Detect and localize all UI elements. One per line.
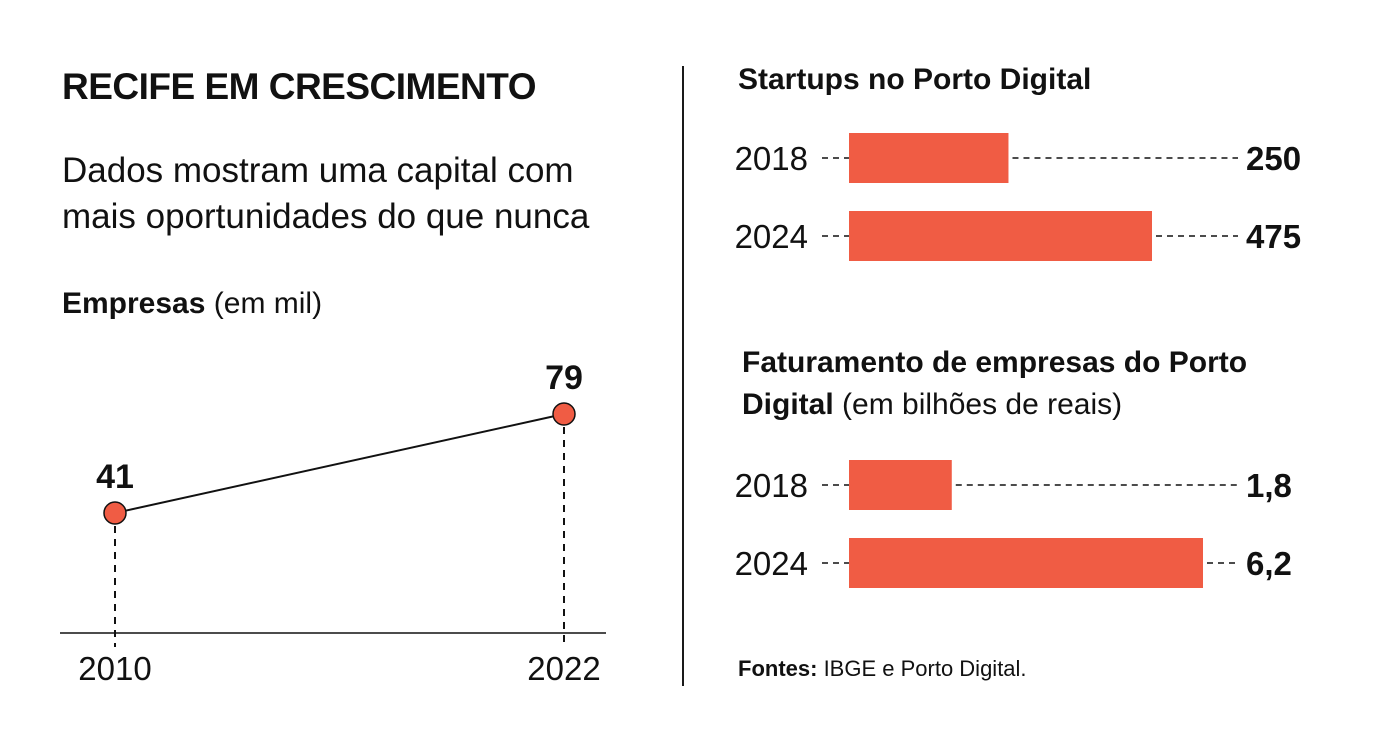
startups-category-label: 2018 [735,140,808,177]
faturamento-category-label: 2018 [735,467,808,504]
faturamento-value-label: 6,2 [1246,545,1292,582]
subtitle-line-1: Dados mostram uma capital com [62,151,574,190]
startups-bar [849,133,1009,183]
startups-category-label: 2024 [735,218,808,255]
sources-note: Fontes: IBGE e Porto Digital. [738,656,1027,682]
startups-value-label: 250 [1246,140,1301,177]
faturamento-chart-title: Faturamento de empresas do Porto Digital [742,346,1248,421]
faturamento-value-label: 1,8 [1246,467,1292,504]
column-divider [682,66,684,686]
faturamento-category-label: 2024 [735,545,808,582]
empresas-point [552,402,576,426]
startups-value-label: 475 [1246,218,1301,255]
faturamento-bar [849,460,952,510]
empresas-data-label: 41 [96,458,134,496]
startups-bar [849,211,1152,261]
faturamento-bar [849,538,1203,588]
empresas-chart-title: Empresas [62,287,206,320]
empresas-point [103,501,127,525]
sources-text: IBGE e Porto Digital. [817,656,1027,681]
empresas-chart-unit: (em mil) [213,287,323,320]
empresas-x-tick: 2010 [78,650,151,687]
empresas-chart-label: Empresas (em mil) [62,286,322,322]
empresas-series-line [114,413,565,514]
subtitle-line-2: mais oportunidades do que nunca [62,197,590,236]
startups-chart-title: Startups no Porto Digital [738,63,1092,96]
page-subtitle: Dados mostram uma capital com mais oport… [62,148,662,240]
faturamento-chart-unit: (em bilhões de reais) [842,388,1123,421]
faturamento-chart-label: Faturamento de empresas do Porto Digital… [742,342,1342,426]
sources-label: Fontes: [738,656,818,681]
page-title: RECIFE EM CRESCIMENTO [62,66,536,107]
empresas-data-label: 79 [545,359,583,397]
empresas-x-tick: 2022 [527,650,600,687]
